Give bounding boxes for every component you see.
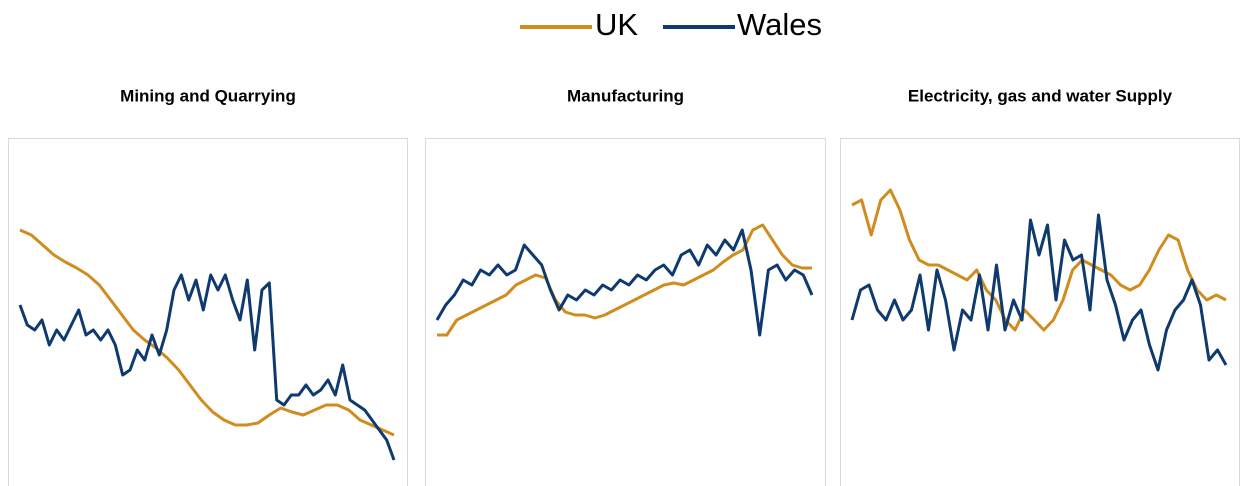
series-line bbox=[19, 228, 395, 437]
series-line bbox=[851, 188, 1227, 332]
legend-label: UK bbox=[595, 7, 638, 42]
series-line bbox=[850, 213, 1228, 372]
series-line bbox=[435, 228, 814, 337]
panel-title: Mining and Quarrying bbox=[120, 86, 296, 105]
panel-title: Electricity, gas and water Supply bbox=[908, 86, 1173, 105]
series-line bbox=[18, 273, 396, 461]
panel-frame bbox=[8, 138, 408, 486]
panel-frame bbox=[425, 138, 826, 486]
series-line bbox=[437, 223, 812, 337]
legend-label: Wales bbox=[737, 7, 822, 42]
panel-title: Manufacturing bbox=[567, 86, 684, 105]
